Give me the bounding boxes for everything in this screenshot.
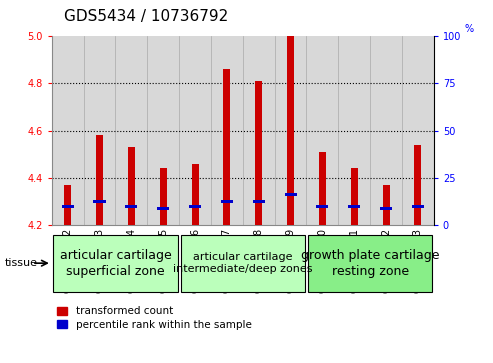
Bar [287, 36, 294, 225]
Bar [84, 36, 115, 225]
Bar [383, 185, 389, 225]
Bar [402, 36, 434, 225]
Bar [189, 205, 201, 208]
Bar [52, 36, 84, 225]
Bar [255, 81, 262, 225]
Bar [64, 185, 71, 225]
Text: growth plate cartilage
resting zone: growth plate cartilage resting zone [301, 249, 439, 278]
Text: articular cartilage
intermediate/deep zones: articular cartilage intermediate/deep zo… [173, 252, 313, 274]
Bar [319, 152, 326, 225]
Bar [160, 168, 167, 225]
Text: %: % [464, 24, 474, 34]
Bar [125, 205, 138, 208]
Bar [115, 36, 147, 225]
Legend: transformed count, percentile rank within the sample: transformed count, percentile rank withi… [57, 306, 251, 330]
Bar [370, 36, 402, 225]
Bar [351, 168, 358, 225]
Bar [307, 36, 338, 225]
Text: GDS5434 / 10736792: GDS5434 / 10736792 [64, 9, 228, 24]
Bar [380, 207, 392, 210]
Bar [192, 164, 199, 225]
Bar [223, 69, 230, 225]
Bar [221, 200, 233, 203]
Bar [412, 205, 424, 208]
Text: articular cartilage
superficial zone: articular cartilage superficial zone [60, 249, 172, 278]
Bar [179, 36, 211, 225]
Bar [348, 205, 360, 208]
Bar [211, 36, 243, 225]
Bar [317, 205, 328, 208]
Bar [96, 135, 103, 225]
Bar [308, 235, 432, 291]
Bar [181, 235, 305, 291]
Bar [147, 36, 179, 225]
Bar [415, 145, 422, 225]
Bar [128, 147, 135, 225]
Bar [253, 200, 265, 203]
Bar [53, 235, 177, 291]
Bar [62, 205, 74, 208]
Bar [338, 36, 370, 225]
Bar [275, 36, 307, 225]
Bar [94, 200, 106, 203]
Bar [284, 193, 297, 196]
Bar [243, 36, 275, 225]
Text: tissue: tissue [5, 258, 38, 268]
Bar [157, 207, 169, 210]
